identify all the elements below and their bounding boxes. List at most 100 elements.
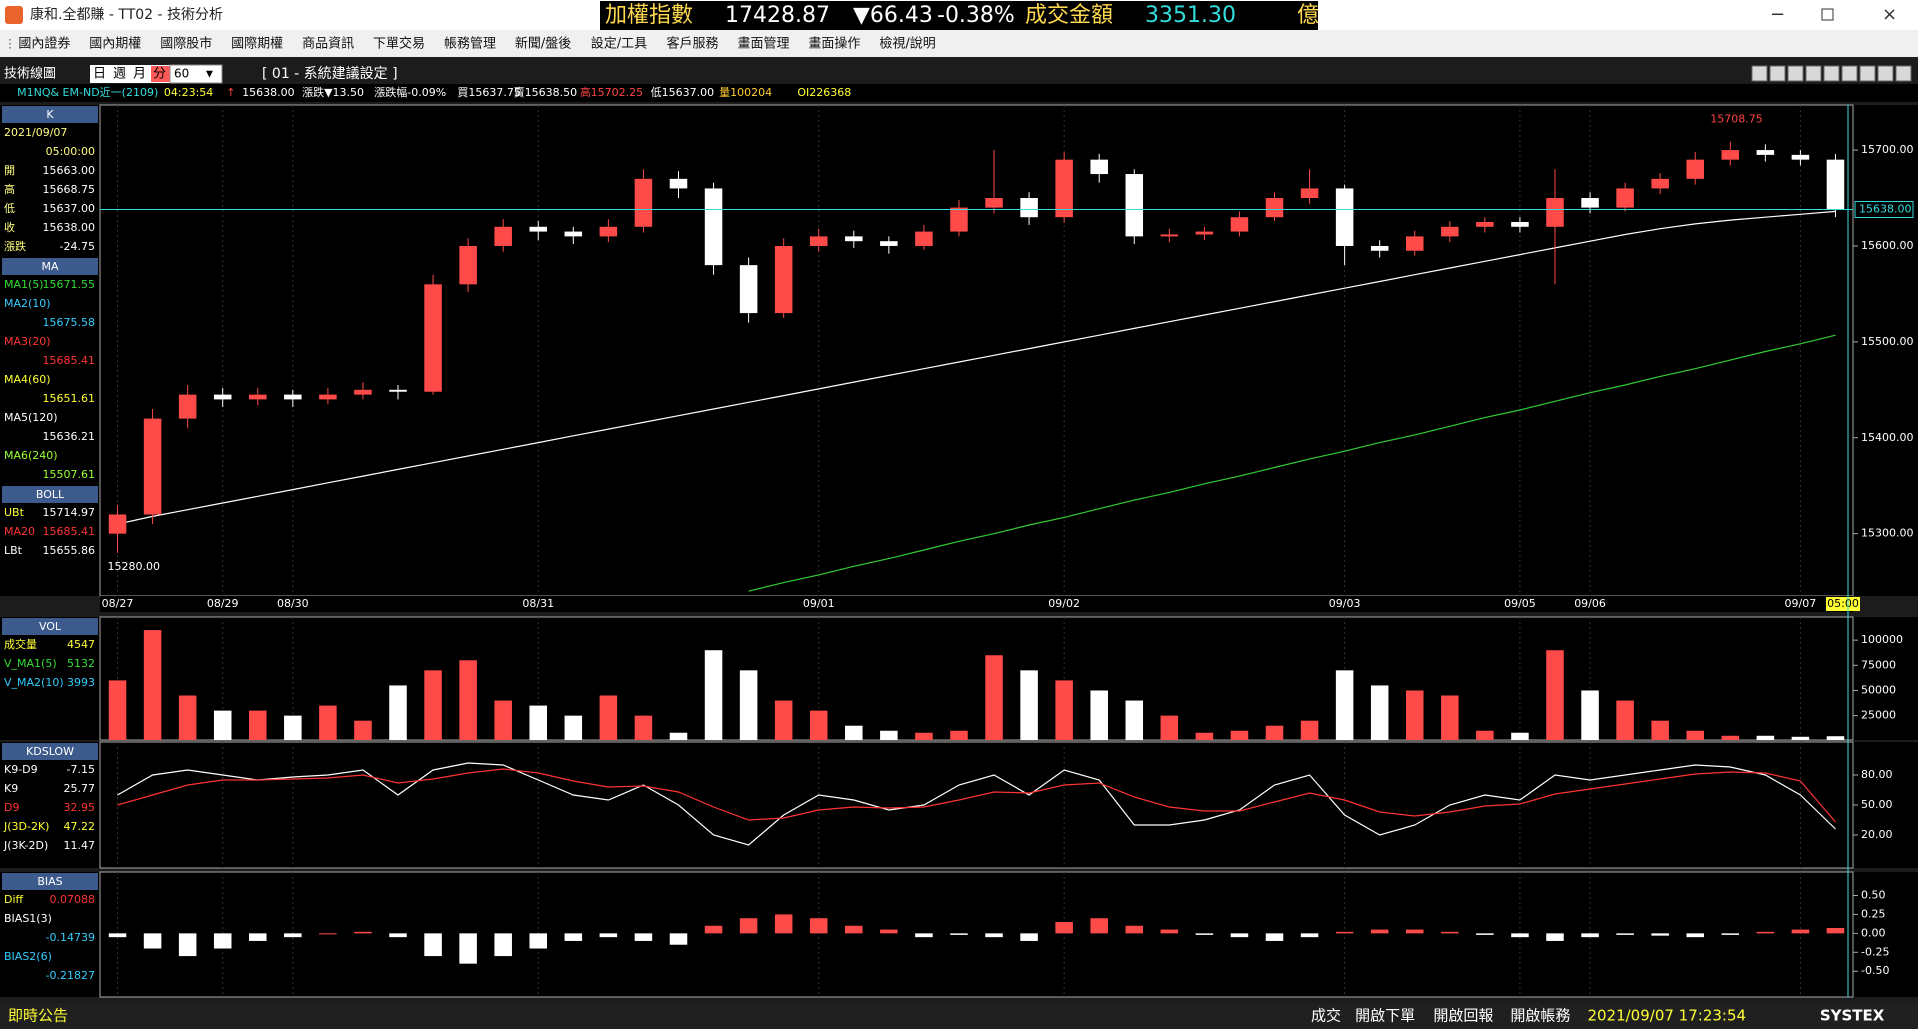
bias-bar [774,914,793,934]
candle-body [213,394,232,400]
candle-body [1686,159,1704,179]
volume-bar [1651,720,1669,740]
volume-bar [529,705,548,740]
bias-bar [1195,933,1214,935]
status-button[interactable]: 開啟回報 [1433,1007,1493,1025]
tool-button[interactable] [1787,65,1804,82]
tool-button[interactable] [1877,65,1894,82]
menu-item[interactable]: 國際期權 [231,37,283,52]
section-title: MA [41,260,58,273]
bias-bar [845,925,863,934]
y-tick-label: 25000 [1861,709,1896,722]
candle-body [739,265,758,314]
tool-button[interactable] [1805,65,1822,82]
volume-bar [564,715,583,740]
row-value: 47.22 [64,820,96,833]
candle-body [143,418,162,515]
volume-bar [1581,690,1599,740]
row-value: -24.75 [60,240,95,253]
date-label: 09/07 [1785,597,1817,610]
row-value: 15637.00 [43,202,96,215]
volume-bar [459,660,477,740]
row-label: MA2(10) [4,297,51,310]
menu-item[interactable]: 國內證券 [18,36,70,52]
bias-bar [739,918,758,934]
setting: [ 01 - 系統建議設定 ] [262,65,398,82]
volume-bar [284,715,302,740]
datetime: 2021/09/07 17:23:54 [1587,1007,1746,1025]
period-active [151,66,170,82]
menu-item[interactable]: 客戶服務 [667,36,719,52]
row-label: MA1(5) [4,278,44,291]
row-value: 05:00:00 [46,145,95,158]
bias-bar [880,929,898,934]
row-value: 11.47 [64,839,96,852]
candle-body [319,394,337,400]
menu-item[interactable]: 設定/工具 [591,36,647,52]
period[interactable]: 日 [93,67,106,82]
interval: 60 [174,67,189,81]
y-tick-label: 75000 [1861,658,1896,671]
date-row [100,596,1853,612]
interval-select[interactable] [169,64,223,84]
period[interactable]: 週 [113,67,126,82]
menu-item[interactable]: 國內期權 [89,37,141,52]
close[interactable]: × [1882,4,1897,25]
volume-bar [354,720,372,740]
info-item: 賣15638.50 [514,85,578,99]
date-label: 08/29 [207,597,239,610]
tool-button[interactable] [1859,65,1876,82]
y-tick-label: 80.00 [1861,768,1893,781]
section-title: VOL [39,620,62,633]
status-button[interactable]: 開啟帳務 [1510,1007,1570,1025]
bias-bar [809,918,828,934]
volume-bar [704,650,723,740]
bias-bar [529,933,548,949]
candle-body [1826,159,1845,210]
period[interactable]: 月 [133,67,146,82]
volume-bar [108,680,127,740]
row-label: V_MA2(10) [4,676,64,689]
bias-bar [1616,933,1634,935]
tool-button[interactable] [1823,65,1840,82]
bias-bar [1020,933,1038,941]
candle-body [1546,198,1564,227]
menu-item[interactable]: 國際股市 [160,36,212,52]
menu-item[interactable]: 檢視/說明 [879,36,935,52]
ticker-band [600,1,1318,30]
tool-button[interactable] [1769,65,1786,82]
bias-bar [564,933,583,941]
candle-body [1090,159,1108,175]
tool-button[interactable] [1895,65,1912,82]
minimize[interactable]: − [1770,4,1785,25]
menu-item[interactable]: 畫面操作 [808,36,860,52]
menu-item[interactable]: 畫面管理 [737,37,789,52]
bias-bar [178,933,197,957]
bias-bar [634,933,653,941]
status-button[interactable]: 成交 [1311,1007,1341,1025]
row-label: UBt [4,506,25,519]
menu-item[interactable]: 商品資訊 [302,37,354,52]
status-button[interactable]: 開啟下單 [1355,1007,1415,1025]
maximize[interactable] [1821,8,1834,21]
end-time: 05:00 [1827,597,1859,610]
volume-bar [1511,732,1529,740]
volume-bar [1370,685,1389,740]
menu-item[interactable]: 帳務管理 [444,37,496,52]
notice[interactable]: 即時公告 [8,1007,68,1025]
volume-bar [669,732,688,740]
row-value: -0.21827 [46,969,95,982]
date-label: 09/01 [803,597,835,610]
tool-button[interactable] [1841,65,1858,82]
row-value: 32.95 [64,801,96,814]
menu-item[interactable]: 新聞/盤後 [515,36,571,52]
tool-button[interactable] [1751,65,1768,82]
row-value: 15685.41 [43,525,96,538]
plot-border [99,616,1854,741]
period[interactable]: 分 [153,67,166,82]
info-item: M1NQ& EM-ND近一(2109) [17,86,158,99]
menu-item[interactable]: 下單交易 [373,36,425,52]
info-strip [0,84,1918,102]
row-label: 漲跌 [4,239,26,253]
